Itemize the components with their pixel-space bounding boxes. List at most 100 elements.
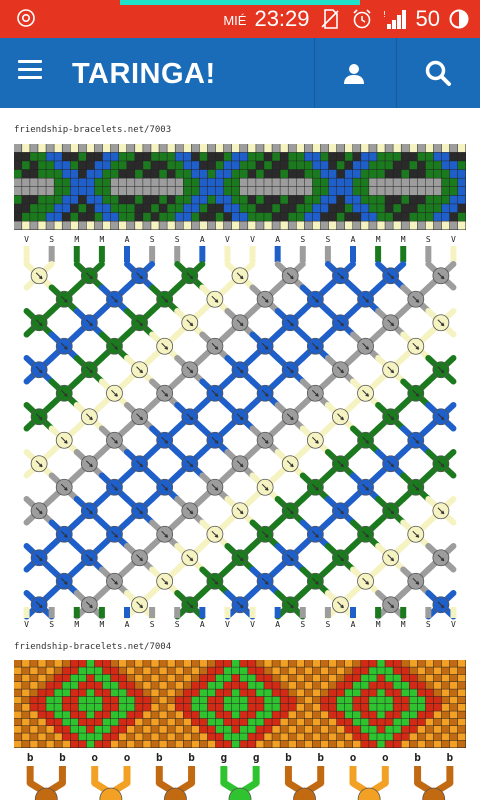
knot-cell bbox=[256, 144, 264, 153]
knot-cell bbox=[62, 161, 70, 170]
knot-cell bbox=[94, 718, 103, 726]
knot-cell bbox=[296, 161, 305, 170]
knot-cell bbox=[223, 667, 232, 675]
knot-cell bbox=[110, 195, 119, 204]
knot-direction-arrow bbox=[211, 436, 219, 444]
knot-cell bbox=[118, 169, 127, 178]
knot-cell bbox=[30, 178, 38, 187]
knot-cell bbox=[30, 674, 38, 682]
knot-cell bbox=[215, 187, 224, 196]
knot-direction-arrow bbox=[362, 530, 370, 538]
knot-cell bbox=[215, 740, 224, 748]
knot-cell bbox=[143, 660, 151, 667]
knot-cell bbox=[215, 204, 224, 213]
knot-cell bbox=[304, 204, 313, 213]
app-logo[interactable]: TARINGA! bbox=[72, 58, 216, 90]
knot-cell bbox=[240, 152, 248, 161]
knot-cell bbox=[94, 660, 103, 667]
knot-cell bbox=[401, 689, 409, 697]
knot-cell bbox=[199, 152, 208, 161]
knot-cell bbox=[223, 178, 232, 187]
knot-direction-arrow bbox=[85, 272, 93, 280]
knot-cell bbox=[377, 152, 385, 161]
knot-cell bbox=[143, 674, 151, 682]
knot-cell bbox=[167, 711, 175, 719]
knot-cell bbox=[401, 696, 409, 704]
knot-cell bbox=[361, 726, 369, 733]
knot-cell bbox=[304, 152, 313, 161]
knot-cell bbox=[46, 689, 54, 697]
knot-cell bbox=[264, 733, 272, 741]
knot-direction-arrow bbox=[286, 272, 294, 280]
search-button[interactable] bbox=[398, 38, 478, 108]
knot-cell bbox=[22, 711, 30, 719]
knot-cell bbox=[369, 152, 377, 161]
knot-cell bbox=[409, 161, 418, 170]
knot-cell bbox=[38, 726, 46, 733]
knot-cell bbox=[264, 178, 272, 187]
knot-cell bbox=[231, 204, 240, 213]
knot-cell bbox=[143, 152, 151, 161]
knot-cell bbox=[288, 660, 296, 667]
knot-cell bbox=[320, 674, 329, 682]
knot-cell bbox=[344, 740, 353, 748]
knot-cell bbox=[135, 689, 143, 697]
knot-cell bbox=[417, 187, 426, 196]
knot-cell bbox=[296, 733, 305, 741]
knot-cell bbox=[433, 152, 442, 161]
knot-direction-arrow bbox=[35, 272, 43, 280]
knot-cell bbox=[118, 689, 127, 697]
knot-cell bbox=[425, 704, 434, 711]
knot-cell bbox=[135, 161, 143, 170]
knot-cell bbox=[409, 718, 418, 726]
knot-cell bbox=[441, 221, 450, 230]
knot-cell bbox=[361, 682, 369, 689]
strand-label-top: V bbox=[250, 235, 255, 244]
knot-cell bbox=[336, 674, 345, 682]
knot-cell bbox=[449, 169, 458, 178]
knot-cell bbox=[240, 221, 248, 230]
user-button[interactable] bbox=[314, 38, 394, 108]
knot-cell bbox=[369, 667, 377, 675]
knot-cell bbox=[361, 195, 369, 204]
knot-cell bbox=[377, 696, 385, 704]
menu-icon[interactable] bbox=[18, 60, 42, 84]
knot-cell bbox=[167, 221, 175, 230]
knot-direction-arrow bbox=[337, 319, 344, 327]
knot-cell bbox=[304, 221, 313, 230]
knot-cell bbox=[288, 187, 296, 196]
knot-direction-arrow bbox=[35, 554, 43, 562]
knot-cell bbox=[328, 689, 337, 697]
knot-cell bbox=[118, 195, 127, 204]
knot-cell bbox=[425, 682, 434, 689]
knot-cell bbox=[86, 144, 95, 153]
knot-cell bbox=[353, 726, 361, 733]
knot-cell bbox=[70, 674, 79, 682]
knot-cell bbox=[46, 740, 54, 748]
knot-cell bbox=[240, 682, 248, 689]
knot-cell bbox=[62, 726, 70, 733]
knot-direction-arrow bbox=[35, 507, 43, 515]
knot-cell bbox=[127, 178, 135, 187]
knot-cell bbox=[393, 704, 401, 711]
knot-cell bbox=[312, 152, 321, 161]
knot-cell bbox=[240, 144, 248, 153]
knot-cell bbox=[457, 726, 466, 733]
knot-cell bbox=[336, 187, 345, 196]
knot-cell bbox=[14, 711, 22, 719]
knot-cell bbox=[369, 733, 377, 741]
knot-cell bbox=[433, 221, 442, 230]
knot-cell bbox=[94, 689, 103, 697]
knot-cell bbox=[199, 204, 208, 213]
knot-cell bbox=[361, 667, 369, 675]
knot-cell bbox=[320, 726, 329, 733]
knot-cell bbox=[22, 718, 30, 726]
knot-cell bbox=[94, 212, 103, 221]
knot-cell bbox=[62, 204, 70, 213]
knot-cell bbox=[143, 221, 151, 230]
knot-cell bbox=[433, 667, 442, 675]
knot-cell bbox=[135, 696, 143, 704]
knot-cell bbox=[183, 718, 192, 726]
knot-cell bbox=[118, 682, 127, 689]
knot-cell bbox=[393, 187, 401, 196]
